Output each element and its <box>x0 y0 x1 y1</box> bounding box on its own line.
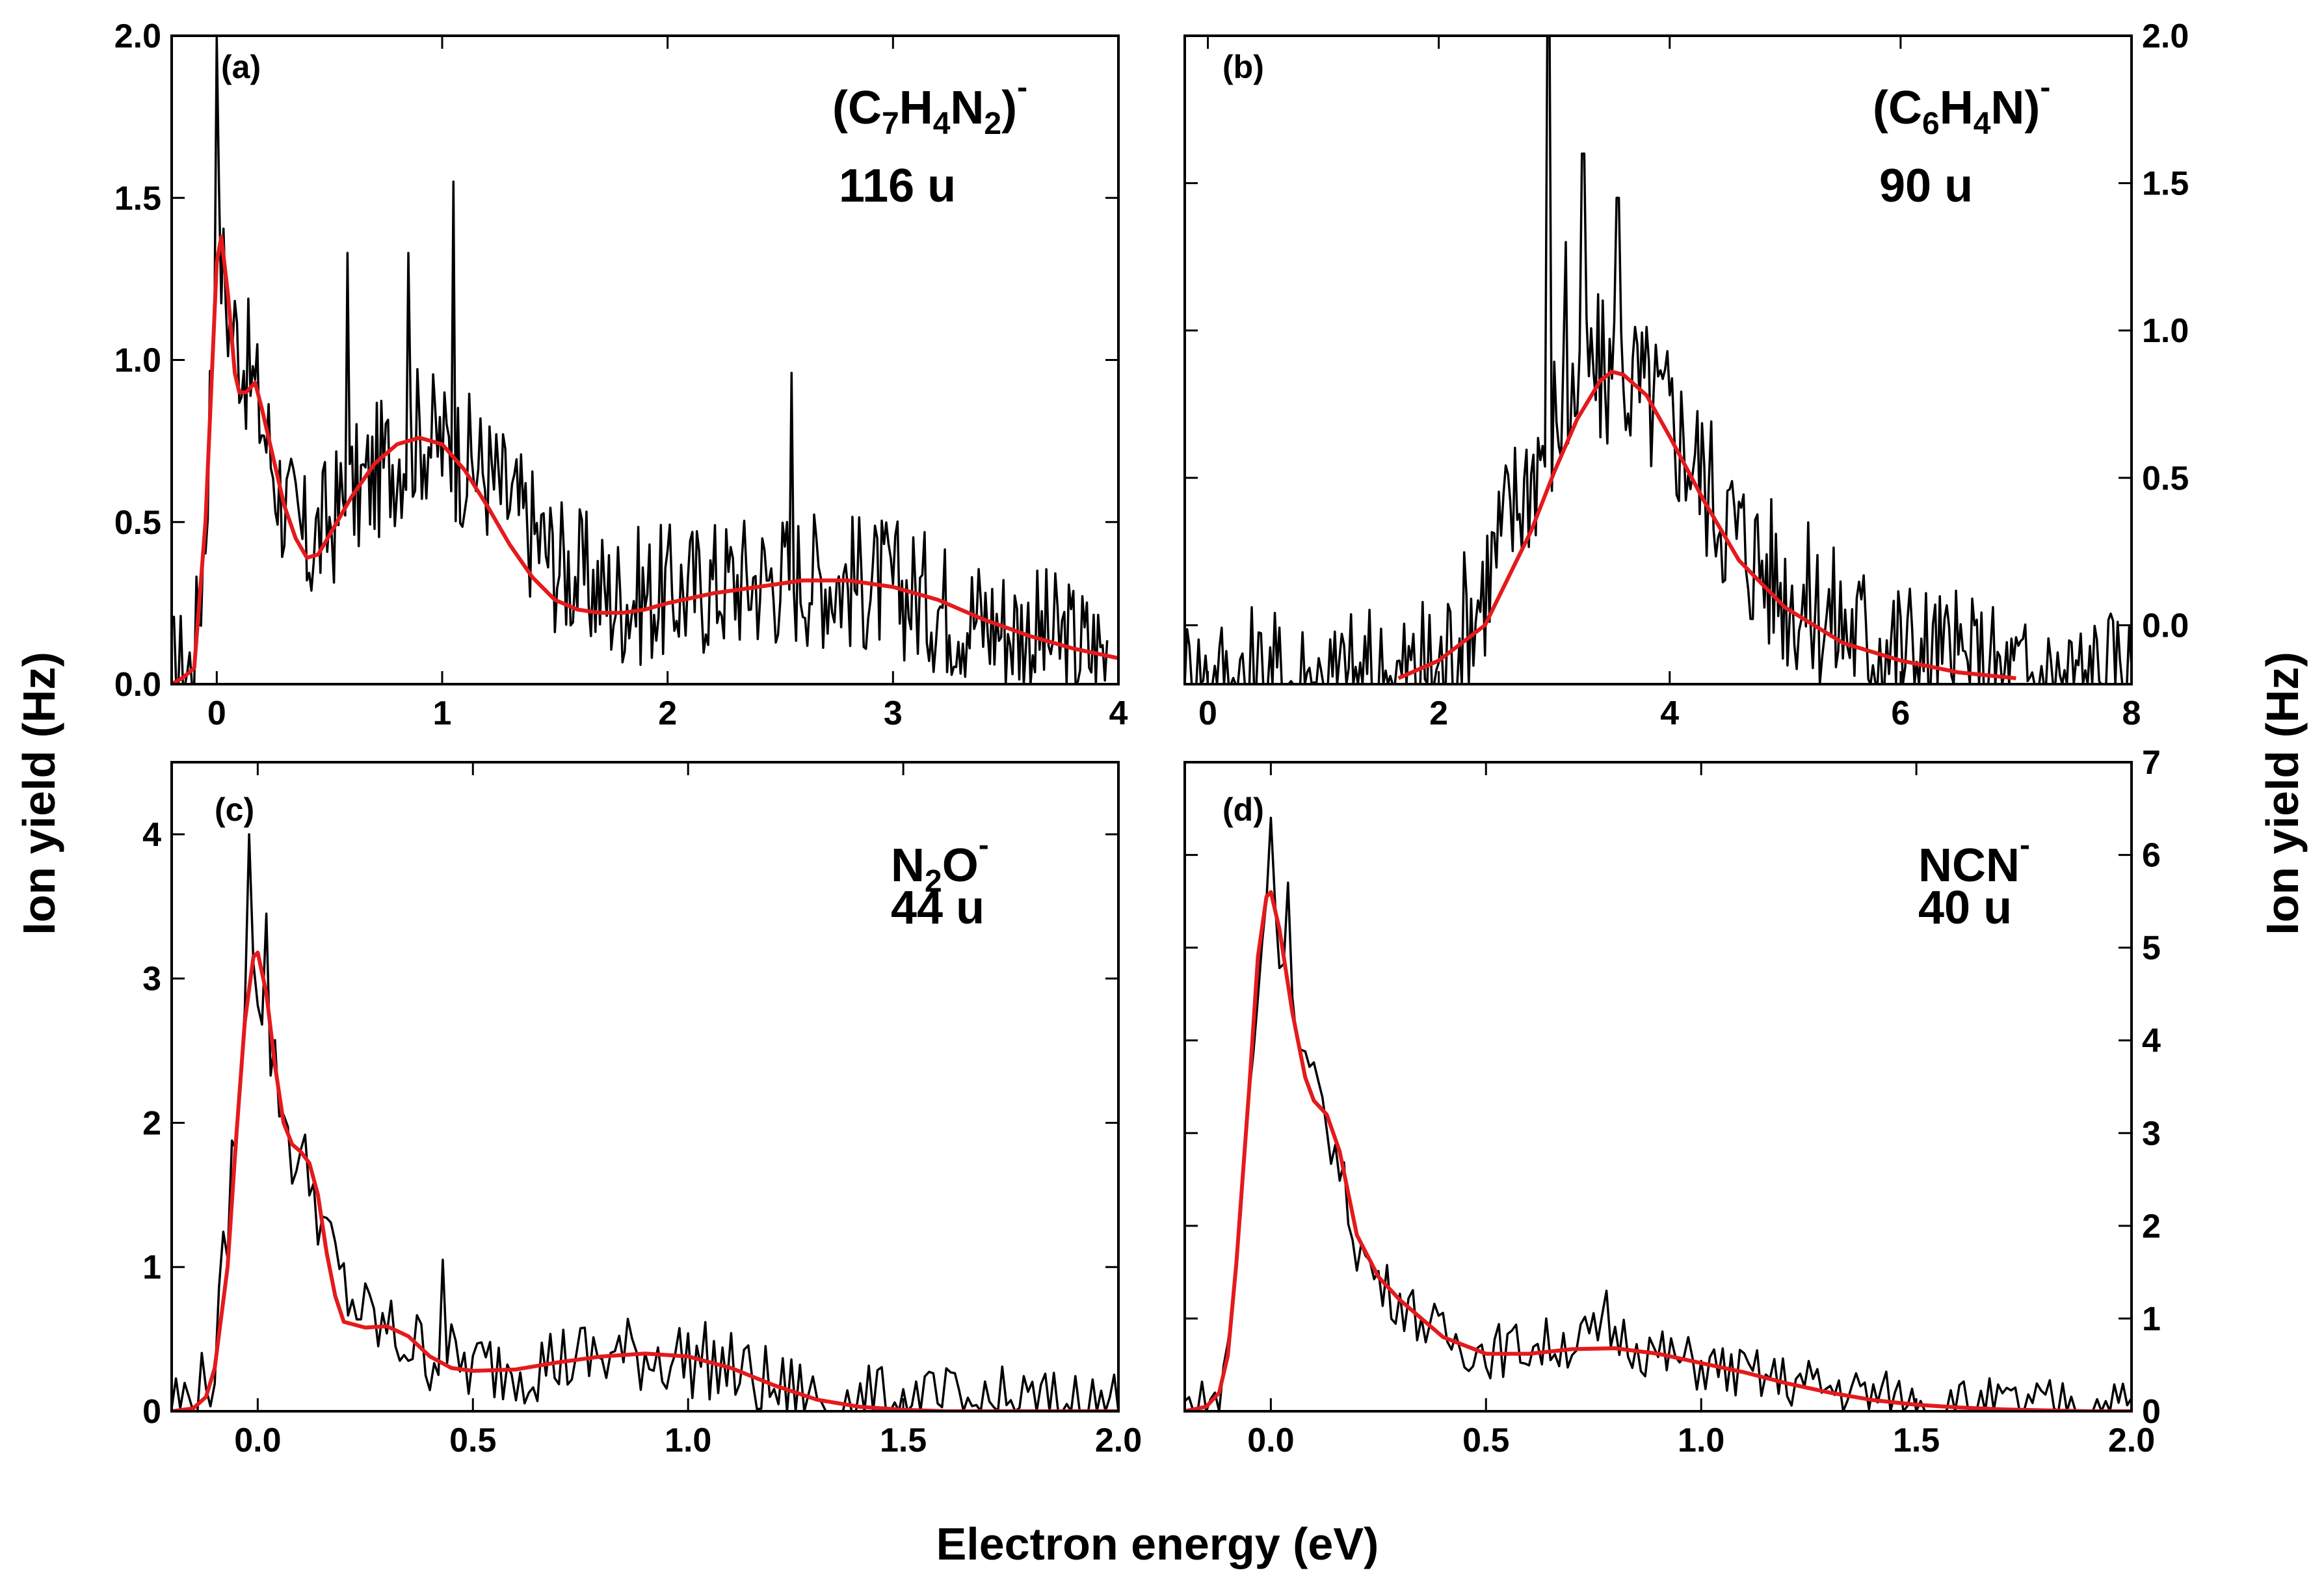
mass-label: 90 u <box>1879 160 1973 212</box>
y-tick-label: 6 <box>2142 837 2161 875</box>
y-tick-label: 2.0 <box>2142 18 2189 55</box>
x-tick-label: 4 <box>1109 695 1128 732</box>
plot-frame <box>1183 34 2133 685</box>
right-y-axis-title: Ion yield (Hz) <box>2257 652 2308 935</box>
x-tick-label: 2.0 <box>2108 1422 2155 1459</box>
panel-a: 0 1 2 3 4 0.0 0.5 1.0 1.5 2.0 (a) (C7H4N2)- 116 u <box>114 18 1128 732</box>
panel-b: 0 2 4 6 8 0.0 0.5 1.0 1.5 2.0 (b) (C6H4N)- 90 u <box>1183 18 2189 732</box>
mass-label: 116 u <box>839 160 956 212</box>
y-tick-label: 1 <box>2142 1300 2161 1338</box>
y-tick-label: 0.0 <box>2142 607 2189 644</box>
y-tick-label: 3 <box>142 961 161 998</box>
fit-curve-line <box>1185 890 2132 1411</box>
fit-curve-line <box>172 950 1118 1411</box>
x-tick-label: 1.0 <box>665 1422 711 1459</box>
y-tick-label: 4 <box>142 816 161 854</box>
x-tick-label: 6 <box>1891 695 1910 732</box>
y-tick-label: 3 <box>2142 1115 2161 1152</box>
y-tick-label: 1.0 <box>114 342 161 380</box>
fit-curve-line <box>1397 369 2016 680</box>
y-tick-label: 5 <box>2142 929 2161 967</box>
mass-label: 44 u <box>891 882 984 934</box>
y-tick-label: 1 <box>142 1249 161 1286</box>
species-label: N2O- <box>891 828 989 899</box>
y-tick-label: 2 <box>2142 1208 2161 1245</box>
plot-frame <box>1183 761 2133 1413</box>
panel-c: 0.0 0.5 1.0 1.5 2.0 0 1 2 3 4 (c) N2O-44 u <box>142 761 1142 1459</box>
species-label: (C6H4N)- <box>1873 70 2050 141</box>
x-tick-label: 2.0 <box>1095 1422 1142 1459</box>
x-tick-label: 0 <box>207 695 226 732</box>
species-label: (C7H4N2)- <box>832 70 1027 141</box>
mass-label: 40 u <box>1918 882 2012 934</box>
y-tick-label: 2 <box>142 1104 161 1142</box>
x-tick-label: 0.5 <box>449 1422 496 1459</box>
y-tick-label: 1.5 <box>114 179 161 217</box>
x-tick-label: 0.0 <box>1247 1422 1294 1459</box>
y-tick-label: 2.0 <box>114 18 161 55</box>
plot-frame <box>170 34 1120 685</box>
data-series-line <box>172 36 1109 684</box>
data-series-line <box>1185 36 2132 684</box>
panel-letter: (a) <box>221 49 261 85</box>
y-tick-label: 1.5 <box>2142 165 2189 203</box>
plot-frame <box>170 761 1120 1413</box>
y-tick-label: 4 <box>2142 1022 2161 1060</box>
panel-letter: (b) <box>1222 49 1264 85</box>
y-tick-label: 7 <box>2142 744 2161 782</box>
x-tick-label: 1.0 <box>1678 1422 1724 1459</box>
x-tick-label: 0.5 <box>1462 1422 1509 1459</box>
y-tick-label: 1.0 <box>2142 312 2189 350</box>
x-axis-title: Electron energy (eV) <box>936 1519 1379 1569</box>
x-tick-label: 1.5 <box>880 1422 927 1459</box>
y-tick-label: 0 <box>2142 1393 2161 1431</box>
species-label: NCN- <box>1918 828 2030 892</box>
y-tick-label: 0.0 <box>114 666 161 704</box>
panel-letter: (c) <box>215 791 254 828</box>
y-tick-label: 0.5 <box>114 504 161 542</box>
x-tick-label: 3 <box>884 695 903 732</box>
x-tick-label: 8 <box>2122 695 2141 732</box>
x-tick-label: 4 <box>1660 695 1679 732</box>
y-tick-label: 0 <box>142 1393 161 1431</box>
x-tick-label: 2 <box>1429 695 1448 732</box>
fit-curve-line <box>172 235 1118 684</box>
x-tick-label: 1 <box>433 695 452 732</box>
left-y-axis-title: Ion yield (Hz) <box>14 652 64 935</box>
x-tick-label: 0.0 <box>234 1422 281 1459</box>
x-tick-label: 1.5 <box>1893 1422 1940 1459</box>
x-tick-label: 0 <box>1198 695 1217 732</box>
panel-d: 0.0 0.5 1.0 1.5 2.00 1 2 3 4 5 6 7 (d) NCN-40 u <box>1183 744 2161 1459</box>
panel-letter: (d) <box>1222 791 1264 828</box>
y-tick-label: 0.5 <box>2142 460 2189 498</box>
x-tick-label: 2 <box>658 695 677 732</box>
